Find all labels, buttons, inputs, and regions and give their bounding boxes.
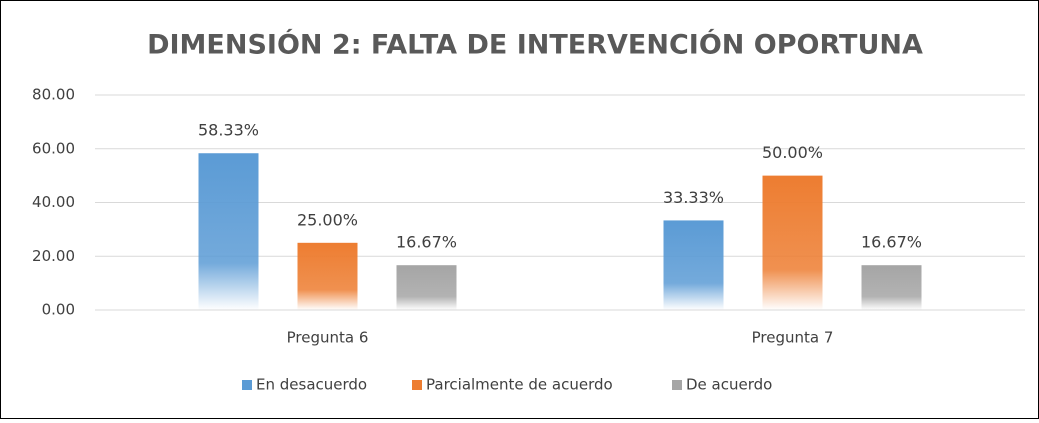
x-tick-label: Pregunta 7 xyxy=(752,329,834,347)
data-label: 33.33% xyxy=(663,188,724,207)
y-tick-label: 40.00 xyxy=(32,193,75,211)
bar xyxy=(861,265,922,310)
bar xyxy=(198,153,259,310)
x-tick-label: Pregunta 6 xyxy=(287,329,369,347)
data-label: 58.33% xyxy=(198,121,259,140)
bar xyxy=(396,265,457,310)
legend-label: En desacuerdo xyxy=(256,376,367,394)
data-label: 50.00% xyxy=(762,143,823,162)
chart-title: DIMENSIÓN 2: FALTA DE INTERVENCIÓN OPORT… xyxy=(147,29,923,61)
y-tick-label: 20.00 xyxy=(32,247,75,265)
legend-swatch xyxy=(672,380,682,390)
bar xyxy=(663,220,724,310)
data-label: 16.67% xyxy=(396,233,457,252)
legend-swatch xyxy=(412,380,422,390)
bar xyxy=(762,175,823,310)
bar xyxy=(297,242,358,310)
data-label: 16.67% xyxy=(861,233,922,252)
y-tick-label: 0.00 xyxy=(42,301,75,319)
data-label: 25.00% xyxy=(297,210,358,229)
y-tick-label: 80.00 xyxy=(32,86,75,104)
legend-label: De acuerdo xyxy=(686,376,772,394)
legend-label: Parcialmente de acuerdo xyxy=(426,376,613,394)
legend-swatch xyxy=(242,380,252,390)
y-tick-label: 60.00 xyxy=(32,139,75,157)
